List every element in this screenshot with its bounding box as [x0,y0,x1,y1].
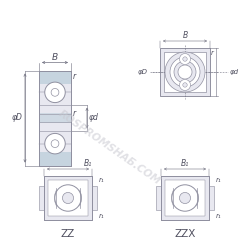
Bar [44,176,92,220]
Bar [164,52,206,92]
Bar [39,70,71,84]
Text: r₁: r₁ [99,177,104,183]
Text: B₁: B₁ [84,159,92,168]
Circle shape [45,82,65,102]
Circle shape [55,185,81,211]
Bar [44,176,92,220]
Text: r: r [211,50,214,56]
Text: φD: φD [138,69,148,75]
Bar [39,152,71,166]
Bar [161,176,209,220]
Bar [165,180,205,216]
Text: ROSPROMSНАБ.COM: ROSPROMSНАБ.COM [57,109,163,187]
Bar [39,186,44,210]
Text: φd: φd [89,114,99,122]
Circle shape [183,83,187,87]
Text: r₁: r₁ [216,213,222,219]
Bar [156,186,161,210]
Bar [209,186,214,210]
Text: r: r [73,72,76,81]
Circle shape [45,134,65,154]
Circle shape [174,61,196,83]
Bar [160,48,210,96]
Bar [92,186,97,210]
Circle shape [178,65,192,79]
Bar [39,70,71,166]
Text: ZZ: ZZ [61,229,75,239]
Text: B: B [182,31,188,40]
Text: B₁: B₁ [181,159,189,168]
Circle shape [51,88,59,96]
Text: φd: φd [230,69,239,75]
Circle shape [180,54,190,64]
Circle shape [180,80,190,90]
Circle shape [183,57,187,61]
Bar [161,176,209,220]
Circle shape [180,192,190,203]
Text: B: B [52,52,58,62]
Text: r₁: r₁ [216,177,222,183]
Circle shape [165,52,205,92]
Circle shape [51,140,59,147]
Bar [48,180,88,216]
Circle shape [172,185,198,211]
Bar [39,70,71,166]
Text: r₁: r₁ [99,213,104,219]
Circle shape [170,57,200,87]
Bar [39,113,71,123]
Text: r: r [73,108,76,118]
Text: φD: φD [12,114,23,122]
Circle shape [62,192,74,203]
Text: ZZX: ZZX [174,229,196,239]
